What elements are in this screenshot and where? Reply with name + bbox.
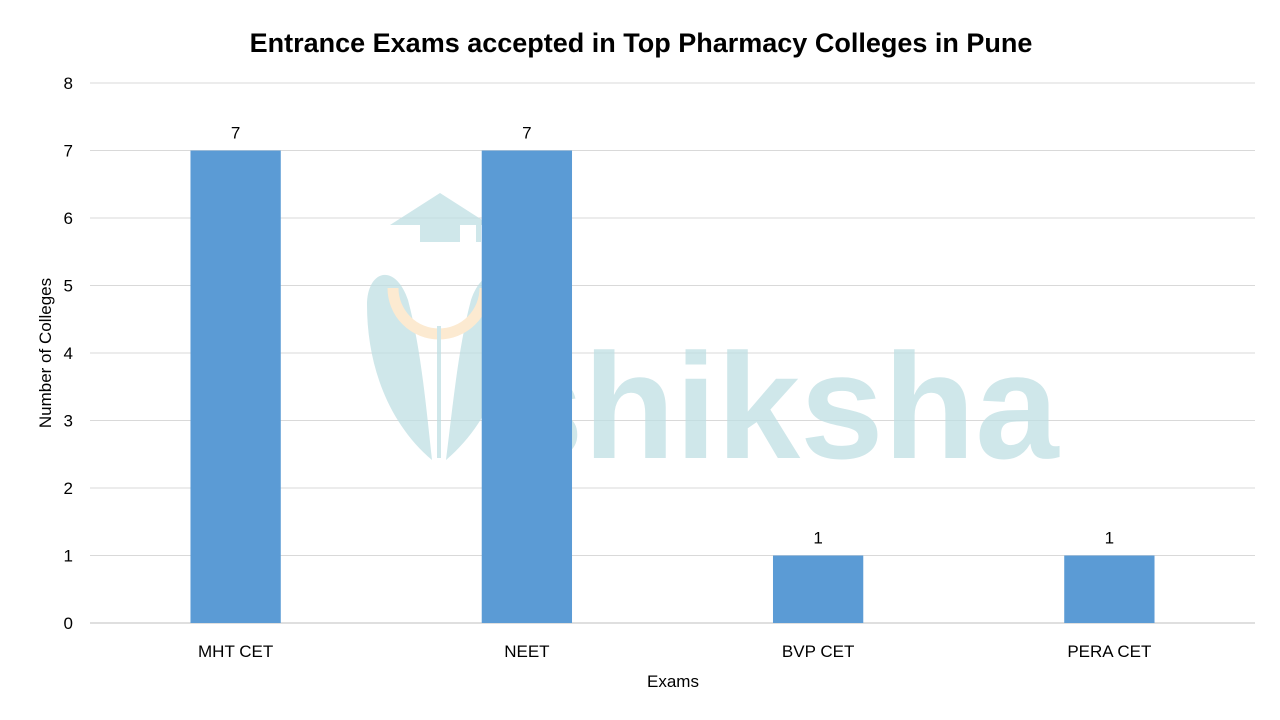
bar-value-label: 1	[813, 529, 822, 548]
bar-value-label: 1	[1105, 529, 1114, 548]
y-tick-label: 5	[64, 277, 73, 296]
bar	[772, 555, 864, 623]
watermark-text: shiksha	[500, 322, 1060, 490]
shiksha-watermark-logo: shiksha	[367, 193, 1060, 490]
logo-left-leaf-icon	[367, 274, 432, 460]
y-tick-label: 7	[64, 142, 73, 161]
data-labels: 7 7 1 1	[231, 124, 1114, 548]
x-tick-label: NEET	[504, 642, 549, 661]
x-axis-label: Exams	[647, 672, 699, 691]
y-tick-label: 1	[64, 547, 73, 566]
y-axis-label: Number of Colleges	[36, 278, 55, 428]
y-tick-labels: 0 1 2 3 4 5 6 7 8	[64, 74, 73, 633]
mortarboard-icon	[390, 193, 490, 225]
bar	[190, 150, 281, 623]
x-tick-label: BVP CET	[782, 642, 854, 661]
gridlines	[90, 82, 1255, 624]
bar	[1064, 555, 1155, 623]
y-tick-label: 2	[64, 479, 73, 498]
mortarboard-tassel-icon	[476, 222, 481, 242]
x-tick-labels: MHT CET NEET BVP CET PERA CET	[198, 642, 1151, 661]
y-tick-label: 4	[64, 344, 73, 363]
x-tick-label: MHT CET	[198, 642, 273, 661]
bars	[190, 150, 1155, 623]
y-tick-label: 6	[64, 209, 73, 228]
bar-value-label: 7	[231, 124, 240, 143]
bar-value-label: 7	[522, 124, 531, 143]
y-tick-label: 0	[64, 614, 73, 633]
chart-title: Entrance Exams accepted in Top Pharmacy …	[250, 28, 1033, 58]
y-tick-label: 3	[64, 412, 73, 431]
mortarboard-base-icon	[420, 222, 460, 242]
y-tick-label: 8	[64, 74, 73, 93]
bar	[481, 150, 573, 623]
x-tick-label: PERA CET	[1067, 642, 1151, 661]
